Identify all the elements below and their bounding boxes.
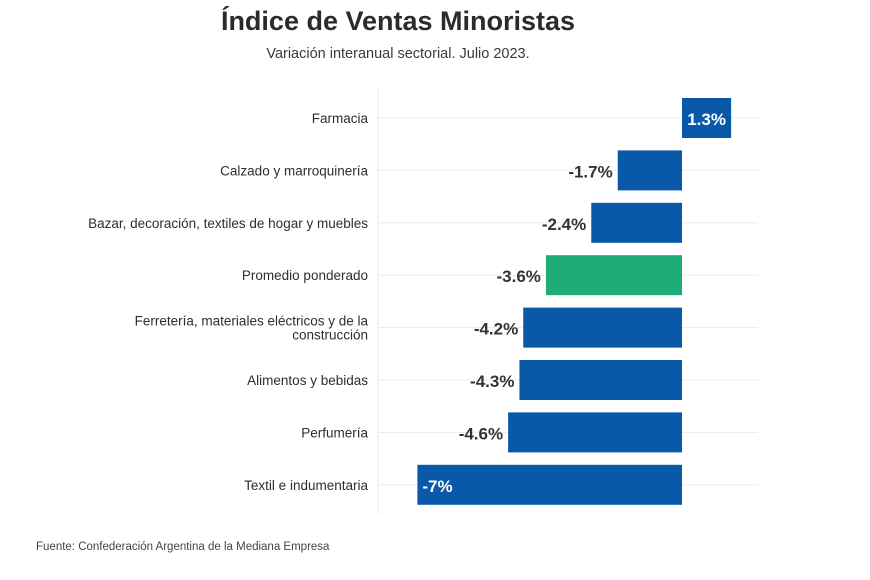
value-label: -2.4% xyxy=(542,215,586,234)
value-label: -7% xyxy=(422,477,452,496)
bar-highlight xyxy=(545,255,682,296)
category-label: Bazar, decoración, textiles de hogar y m… xyxy=(88,216,368,231)
bar xyxy=(523,307,682,348)
bar xyxy=(417,464,682,505)
bar xyxy=(591,202,682,243)
value-label: 1.3% xyxy=(687,110,726,129)
chart-title: Índice de Ventas Minoristas xyxy=(220,6,576,36)
bar xyxy=(682,98,732,138)
bar xyxy=(617,150,682,191)
category-label: Alimentos y bebidas xyxy=(247,373,368,388)
source-note: Fuente: Confederación Argentina de la Me… xyxy=(36,541,330,553)
category-label: Perfumería xyxy=(301,425,368,440)
value-label: -1.7% xyxy=(568,162,612,181)
value-label: -4.3% xyxy=(470,372,514,391)
category-label: Textil e indumentaria xyxy=(244,478,368,493)
bar xyxy=(519,360,682,400)
chart-subtitle: Variación interanual sectorial. Julio 20… xyxy=(266,46,530,62)
value-label: -4.2% xyxy=(474,320,518,339)
bar xyxy=(508,412,682,453)
category-label: Ferretería, materiales eléctricos y de l… xyxy=(135,314,369,343)
category-label: Promedio ponderado xyxy=(242,268,368,283)
value-label: -4.6% xyxy=(459,424,503,443)
category-label: Farmacia xyxy=(312,111,369,126)
value-label: -3.6% xyxy=(496,267,540,286)
category-label: Calzado y marroquinería xyxy=(220,163,368,178)
